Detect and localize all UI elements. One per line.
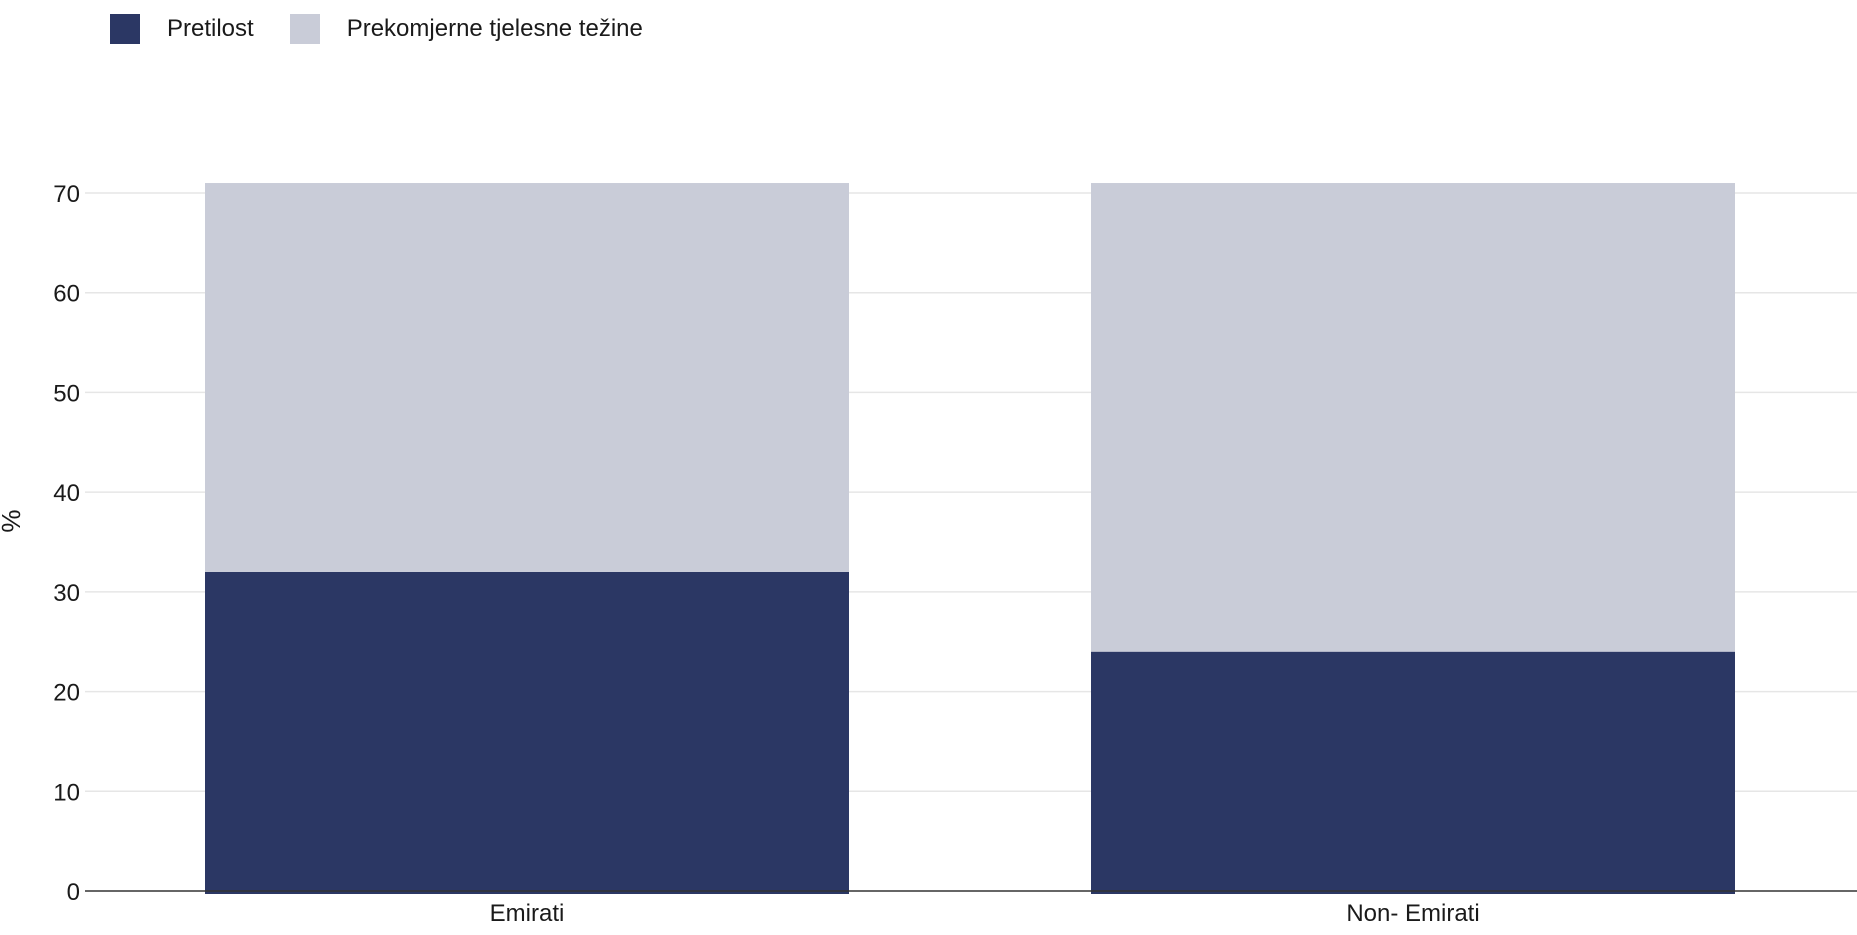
- y-tick-label: 0: [67, 879, 80, 906]
- y-tick-label: 10: [53, 779, 80, 806]
- x-tick-labels: Emirati Non- Emirati: [490, 900, 1480, 927]
- legend: Pretilost Prekomjerne tjelesne težine: [110, 14, 679, 44]
- bar-pretilost-non-emirati: [1091, 651, 1735, 894]
- legend-item-prekomjerne: Prekomjerne tjelesne težine: [289, 14, 643, 44]
- legend-swatch-prekomjerne: [289, 14, 320, 44]
- y-tick-label: 20: [53, 680, 80, 707]
- legend-item-pretilost: Pretilost: [110, 14, 254, 44]
- y-tick-label: 30: [53, 580, 80, 607]
- bar-prekomjerne-non-emirati: [1091, 183, 1735, 652]
- bars: [205, 183, 1735, 894]
- y-tick-label: 70: [53, 181, 80, 208]
- x-tick-label: Non- Emirati: [1346, 900, 1479, 927]
- y-tick-labels: 0 10 20 30 40 50 60 70: [53, 181, 80, 906]
- y-axis-label: %: [0, 509, 26, 532]
- y-tick-label: 60: [53, 281, 80, 308]
- legend-label-prekomjerne: Prekomjerne tjelesne težine: [346, 15, 643, 42]
- legend-swatch-pretilost: [110, 14, 140, 44]
- x-tick-label: Emirati: [490, 900, 565, 927]
- legend-label-pretilost: Pretilost: [167, 15, 254, 42]
- bar-pretilost-emirati: [205, 571, 849, 894]
- y-tick-label: 40: [53, 480, 80, 507]
- y-tick-label: 50: [53, 380, 80, 407]
- bar-prekomjerne-emirati: [205, 183, 849, 572]
